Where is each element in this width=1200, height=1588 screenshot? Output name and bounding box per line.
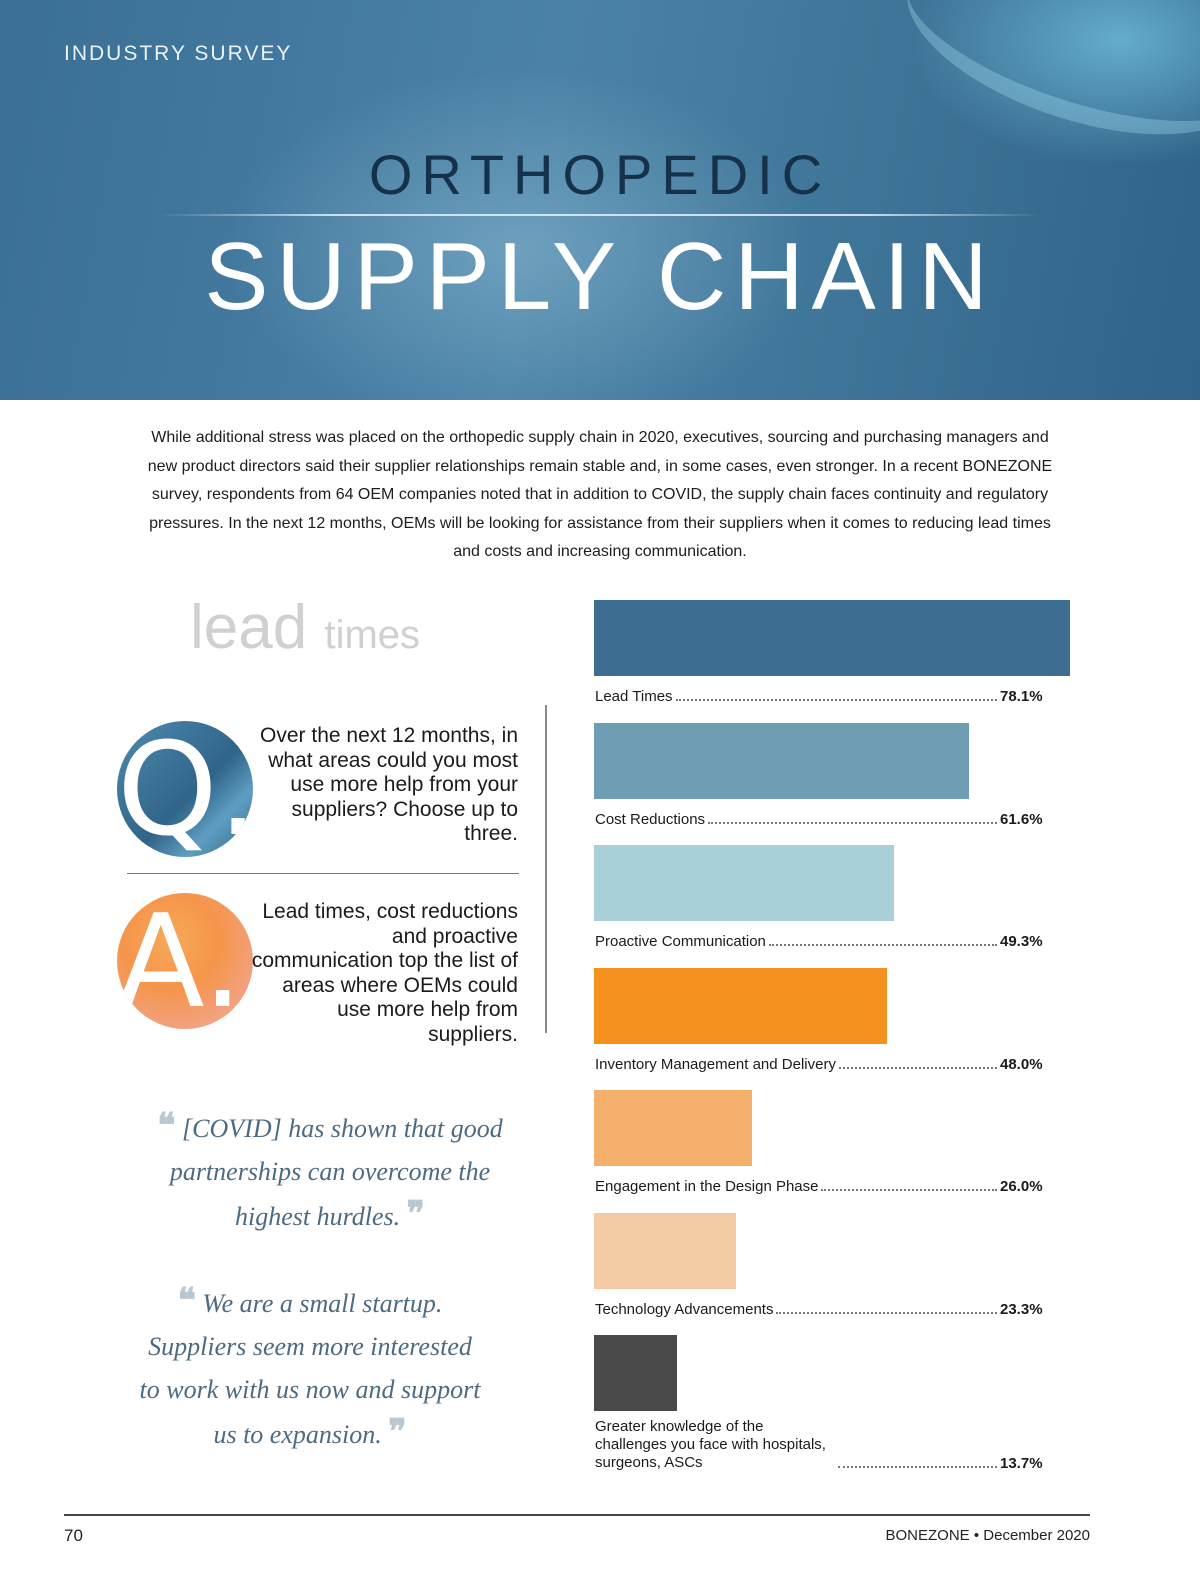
close-quote-icon: ❞ <box>388 1412 407 1452</box>
chart-value-label: 13.7% <box>1000 1455 1043 1472</box>
chart-bar <box>594 1090 752 1166</box>
chart-value-label: 48.0% <box>1000 1055 1043 1073</box>
chart-bar <box>594 967 887 1044</box>
question-badge: Q. <box>117 721 253 857</box>
title-top: ORTHOPEDIC <box>368 143 832 206</box>
dot-leader <box>821 1189 997 1191</box>
chart-bar <box>594 1212 736 1289</box>
answer-text: Lead times, cost reductions and proactiv… <box>251 900 518 1046</box>
chart-category-label: Lead Times <box>595 688 673 705</box>
question-letter: Q. <box>117 721 253 857</box>
dot-leader <box>708 821 997 824</box>
pull-quote-text: [COVID] has shown that good partnerships… <box>169 1114 503 1231</box>
chart-bar <box>594 845 894 921</box>
chart-category-label: Proactive Communication <box>595 933 766 950</box>
chart-bar-label: Proactive Communication 49.3% <box>595 933 1052 950</box>
chart-value-label: 61.6% <box>1000 810 1043 828</box>
chart-bar <box>594 722 969 799</box>
chart-category-label: Cost Reductions <box>595 810 706 828</box>
dot-leader <box>675 699 997 701</box>
answer-badge: A. <box>117 893 253 1029</box>
pull-quote-text: We are a small startup. Suppliers seem m… <box>139 1289 481 1449</box>
chart-value-label: 23.3% <box>1000 1300 1043 1318</box>
chart-value-label: 26.0% <box>1000 1178 1043 1195</box>
hero-banner: INDUSTRY SURVEY ORTHOPEDIC SUPPLY CHAIN <box>0 0 1200 400</box>
chart-category-label: Technology Advancements <box>595 1300 774 1318</box>
question-text: Over the next 12 months, in what areas c… <box>260 724 518 845</box>
section-title-small: times <box>324 613 421 657</box>
title-main: SUPPLY CHAIN <box>204 223 996 330</box>
page-number: 70 <box>64 1526 83 1545</box>
footer-divider <box>64 1514 1090 1516</box>
close-quote-icon: ❞ <box>406 1194 425 1234</box>
chart-value-label: 49.3% <box>1000 933 1043 950</box>
chart-value-label: 78.1% <box>1000 688 1043 705</box>
section-kicker: INDUSTRY SURVEY <box>64 42 293 65</box>
open-quote-icon: ❝ <box>177 1281 196 1321</box>
intro-paragraph: While additional stress was placed on th… <box>147 429 1053 560</box>
chart-category-label: Greater knowledge of the challenges you … <box>595 1418 826 1471</box>
dot-leader <box>838 1066 997 1069</box>
title-divider <box>160 214 1040 216</box>
section-title-big: lead <box>190 593 308 662</box>
open-quote-icon: ❝ <box>157 1106 176 1146</box>
pull-quote: ❝ [COVID] has shown that good partnershi… <box>135 1105 525 1238</box>
dot-leader <box>838 1466 997 1468</box>
pull-quote: ❝ We are a small startup. Suppliers seem… <box>135 1280 485 1456</box>
chart-bar-label: Engagement in the Design Phase 26.0% <box>595 1178 1052 1195</box>
section-title: lead times <box>190 592 420 663</box>
chart-bar-label: Technology Advancements 23.3% <box>595 1301 1052 1318</box>
chart-bar-label: Greater knowledge of the challenges you … <box>595 1418 1052 1472</box>
qa-divider <box>127 873 519 874</box>
chart-bar-label: Lead Times 78.1% <box>595 688 1052 705</box>
dot-leader <box>776 1311 997 1314</box>
chart-bar-label: Inventory Management and Delivery 48.0% <box>595 1056 1052 1073</box>
bar-chart: Lead Times 78.1% Cost Reductions 61.6% Proac… <box>590 600 1090 1480</box>
dot-leader <box>768 944 997 946</box>
chart-bar-label: Cost Reductions 61.6% <box>595 811 1052 828</box>
publication-info: BONEZONE • December 2020 <box>885 1527 1091 1544</box>
chart-bar <box>594 1335 677 1411</box>
vertical-divider <box>545 705 547 1033</box>
answer-letter: A. <box>117 893 243 1029</box>
chart-category-label: Engagement in the Design Phase <box>595 1178 819 1195</box>
chart-category-label: Inventory Management and Delivery <box>595 1055 836 1073</box>
chart-bar <box>594 600 1070 676</box>
